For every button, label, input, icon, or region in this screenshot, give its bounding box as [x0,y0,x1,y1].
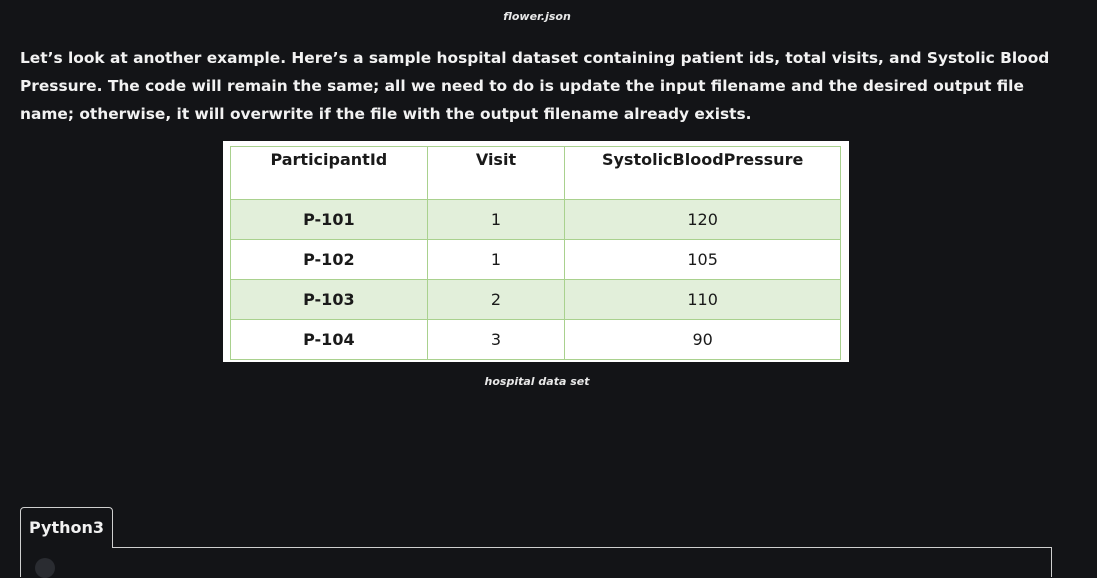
participant-id-cell: P-104 [230,319,428,360]
image-caption-top: flower.json [503,10,571,23]
hospital-data-table: ParticipantId Visit SystolicBloodPressur… [230,146,841,360]
table-header-row: ParticipantId Visit SystolicBloodPressur… [230,146,841,200]
table-row: P-101 1 120 [230,199,841,240]
tab-python3[interactable]: Python3 [20,507,113,548]
code-editor-panel[interactable] [20,547,1052,578]
column-header-visit: Visit [426,146,566,200]
systolic-bp-cell: 105 [564,239,841,280]
image-caption-bottom: hospital data set [484,375,590,388]
participant-id-cell: P-103 [230,279,428,320]
column-header-participant-id: ParticipantId [230,146,428,200]
table-row: P-103 2 110 [230,279,841,320]
code-panel-control-icon[interactable] [35,558,55,578]
visit-cell: 1 [426,199,566,240]
visit-cell: 2 [426,279,566,320]
column-header-systolic-blood-pressure: SystolicBloodPressure [564,146,841,200]
systolic-bp-cell: 90 [564,319,841,360]
systolic-bp-cell: 110 [564,279,841,320]
systolic-bp-cell: 120 [564,199,841,240]
visit-cell: 3 [426,319,566,360]
visit-cell: 1 [426,239,566,280]
participant-id-cell: P-101 [230,199,428,240]
participant-id-cell: P-102 [230,239,428,280]
table-row: P-104 3 90 [230,319,841,360]
body-paragraph: Let’s look at another example. Here’s a … [20,49,1050,123]
table-figure: ParticipantId Visit SystolicBloodPressur… [223,141,849,362]
table-row: P-102 1 105 [230,239,841,280]
